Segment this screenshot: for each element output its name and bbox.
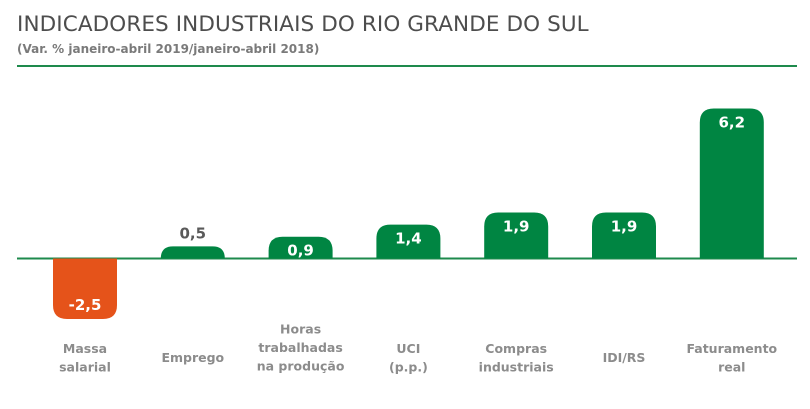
category-label-line: UCI [396,341,420,356]
chart-subtitle: (Var. % janeiro-abril 2019/janeiro-abril… [17,42,320,56]
category-label-line: real [718,359,745,374]
category-label-line: Emprego [161,350,224,365]
category-label-line: Compras [485,341,547,356]
category-label-line: salarial [59,359,111,374]
category-label-line: Faturamento [686,341,777,356]
bar [160,246,225,259]
bar [376,224,441,259]
bar [592,212,656,259]
bar [268,236,333,259]
category-label-line: Horas [280,322,321,337]
category-label: Massa salarial [59,341,111,375]
bar-value-label: 1,9 [503,218,530,236]
bar-value-label: 1,9 [611,218,638,236]
bar-value-label: 0,9 [287,242,314,260]
bar [699,108,764,259]
bar-value-label: -2,5 [69,296,102,314]
bar-value-label: 1,4 [395,230,422,248]
category-label-line: industriais [479,359,554,374]
category-label-line: Massa [63,341,107,356]
category-label-line: (p.p.) [389,359,428,374]
bar [484,212,549,259]
chart-title: INDICADORES INDUSTRIAIS DO RIO GRANDE DO… [17,12,589,37]
category-label: Emprego [161,350,224,365]
category-label-line: na produção [257,359,345,374]
category-label: UCI (p.p.) [389,341,428,375]
category-label: Faturamento real [686,341,777,375]
category-label: Compras industriais [479,341,554,375]
category-label-line: trabalhadas [258,340,342,355]
category-label: Horas trabalhadas na produção [257,322,345,374]
category-label: IDI/RS [603,350,646,365]
bar-value-label: 6,2 [719,113,746,131]
category-label-line: IDI/RS [603,350,646,365]
bar-value-label: 0,5 [180,224,207,242]
title-divider [17,65,797,67]
bar [53,258,117,319]
